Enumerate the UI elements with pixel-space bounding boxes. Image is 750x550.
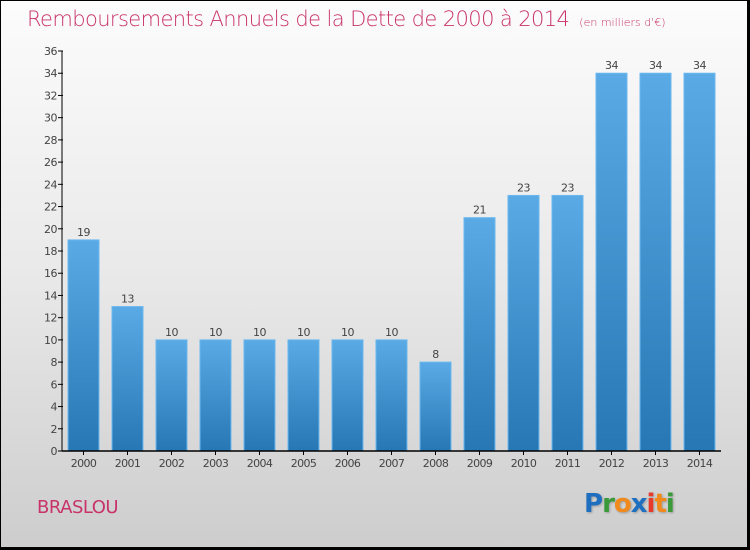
logo-letter: t [654, 489, 666, 519]
y-tick-label: 18 [44, 245, 57, 258]
bar [67, 239, 100, 452]
data-label: 34 [649, 59, 662, 72]
x-tick-label: 2010 [511, 457, 537, 470]
y-tick-label: 14 [44, 289, 57, 302]
y-tick-label: 16 [44, 267, 57, 280]
y-tick-label: 36 [44, 45, 57, 58]
bar [683, 72, 716, 452]
y-tick-label: 34 [44, 67, 57, 80]
logo-letter: o [613, 489, 632, 519]
bar [331, 339, 364, 452]
bar [419, 361, 452, 452]
x-tick-label: 2006 [335, 457, 361, 470]
y-tick-label: 8 [51, 356, 58, 369]
x-tick-label: 2004 [247, 457, 273, 470]
bar [243, 339, 276, 452]
bar [375, 339, 408, 452]
x-axis: 2000 2001 2002 2003 2004 2005 2006 2007 2008 2009… [62, 450, 721, 470]
x-tick-label: 2012 [599, 457, 625, 470]
y-tick-label: 0 [51, 445, 58, 458]
data-label: 19 [77, 226, 90, 239]
y-tick-label: 20 [44, 223, 57, 236]
data-label: 8 [432, 348, 439, 361]
y-tick-label: 28 [44, 134, 57, 147]
data-label: 10 [385, 326, 398, 339]
data-label: 10 [297, 326, 310, 339]
logo-letter: i [665, 489, 675, 519]
x-tick-label: 2001 [115, 457, 141, 470]
title-text: Remboursements Annuels de la Dette de 20… [27, 7, 570, 31]
bar [639, 72, 672, 452]
y-tick-label: 12 [44, 312, 57, 325]
logo-letter: x [630, 489, 648, 519]
logo-letter: i [646, 489, 656, 519]
x-tick-label: 2007 [379, 457, 405, 470]
data-label: 13 [121, 293, 134, 306]
data-label: 10 [165, 326, 178, 339]
data-label: 34 [605, 59, 618, 72]
x-tick-label: 2002 [159, 457, 185, 470]
bar [155, 339, 188, 452]
x-tick-label: 2008 [423, 457, 449, 470]
logo-letter: P [584, 489, 603, 519]
data-label: 23 [561, 181, 574, 194]
proxiti-logo[interactable]: Proxiti [584, 489, 675, 519]
y-tick-label: 26 [44, 156, 57, 169]
bar [199, 339, 232, 452]
y-tick-label: 6 [51, 378, 58, 391]
bar [463, 217, 496, 452]
data-label: 23 [517, 181, 530, 194]
data-label: 10 [341, 326, 354, 339]
unit-label: (en milliers d'€) [579, 16, 666, 29]
x-tick-label: 2009 [467, 457, 493, 470]
bar [595, 72, 628, 452]
bars: 19 13 10 10 10 10 10 10 8 21 23 23 34 34 34 [67, 59, 716, 452]
data-label: 21 [473, 204, 486, 217]
x-tick-label: 2014 [687, 457, 713, 470]
x-tick-label: 2000 [71, 457, 97, 470]
x-tick-label: 2013 [643, 457, 669, 470]
data-label: 10 [253, 326, 266, 339]
bar [287, 339, 320, 452]
chart-title: Remboursements Annuels de la Dette de 20… [27, 7, 666, 31]
bar [507, 194, 540, 452]
y-tick-label: 4 [51, 401, 58, 414]
y-tick-label: 10 [44, 334, 57, 347]
bar [111, 306, 144, 452]
y-tick-label: 2 [51, 423, 58, 436]
data-label: 34 [693, 59, 706, 72]
y-tick-label: 30 [44, 112, 57, 125]
logo-letter: r [602, 489, 615, 519]
y-tick-label: 24 [44, 178, 57, 191]
x-tick-label: 2005 [291, 457, 317, 470]
x-tick-label: 2003 [203, 457, 229, 470]
bar [551, 194, 584, 452]
data-label: 10 [209, 326, 222, 339]
y-tick-label: 32 [44, 89, 57, 102]
commune-name: BRASLOU [37, 497, 119, 518]
y-tick-label: 22 [44, 201, 57, 214]
x-tick-label: 2011 [555, 457, 581, 470]
